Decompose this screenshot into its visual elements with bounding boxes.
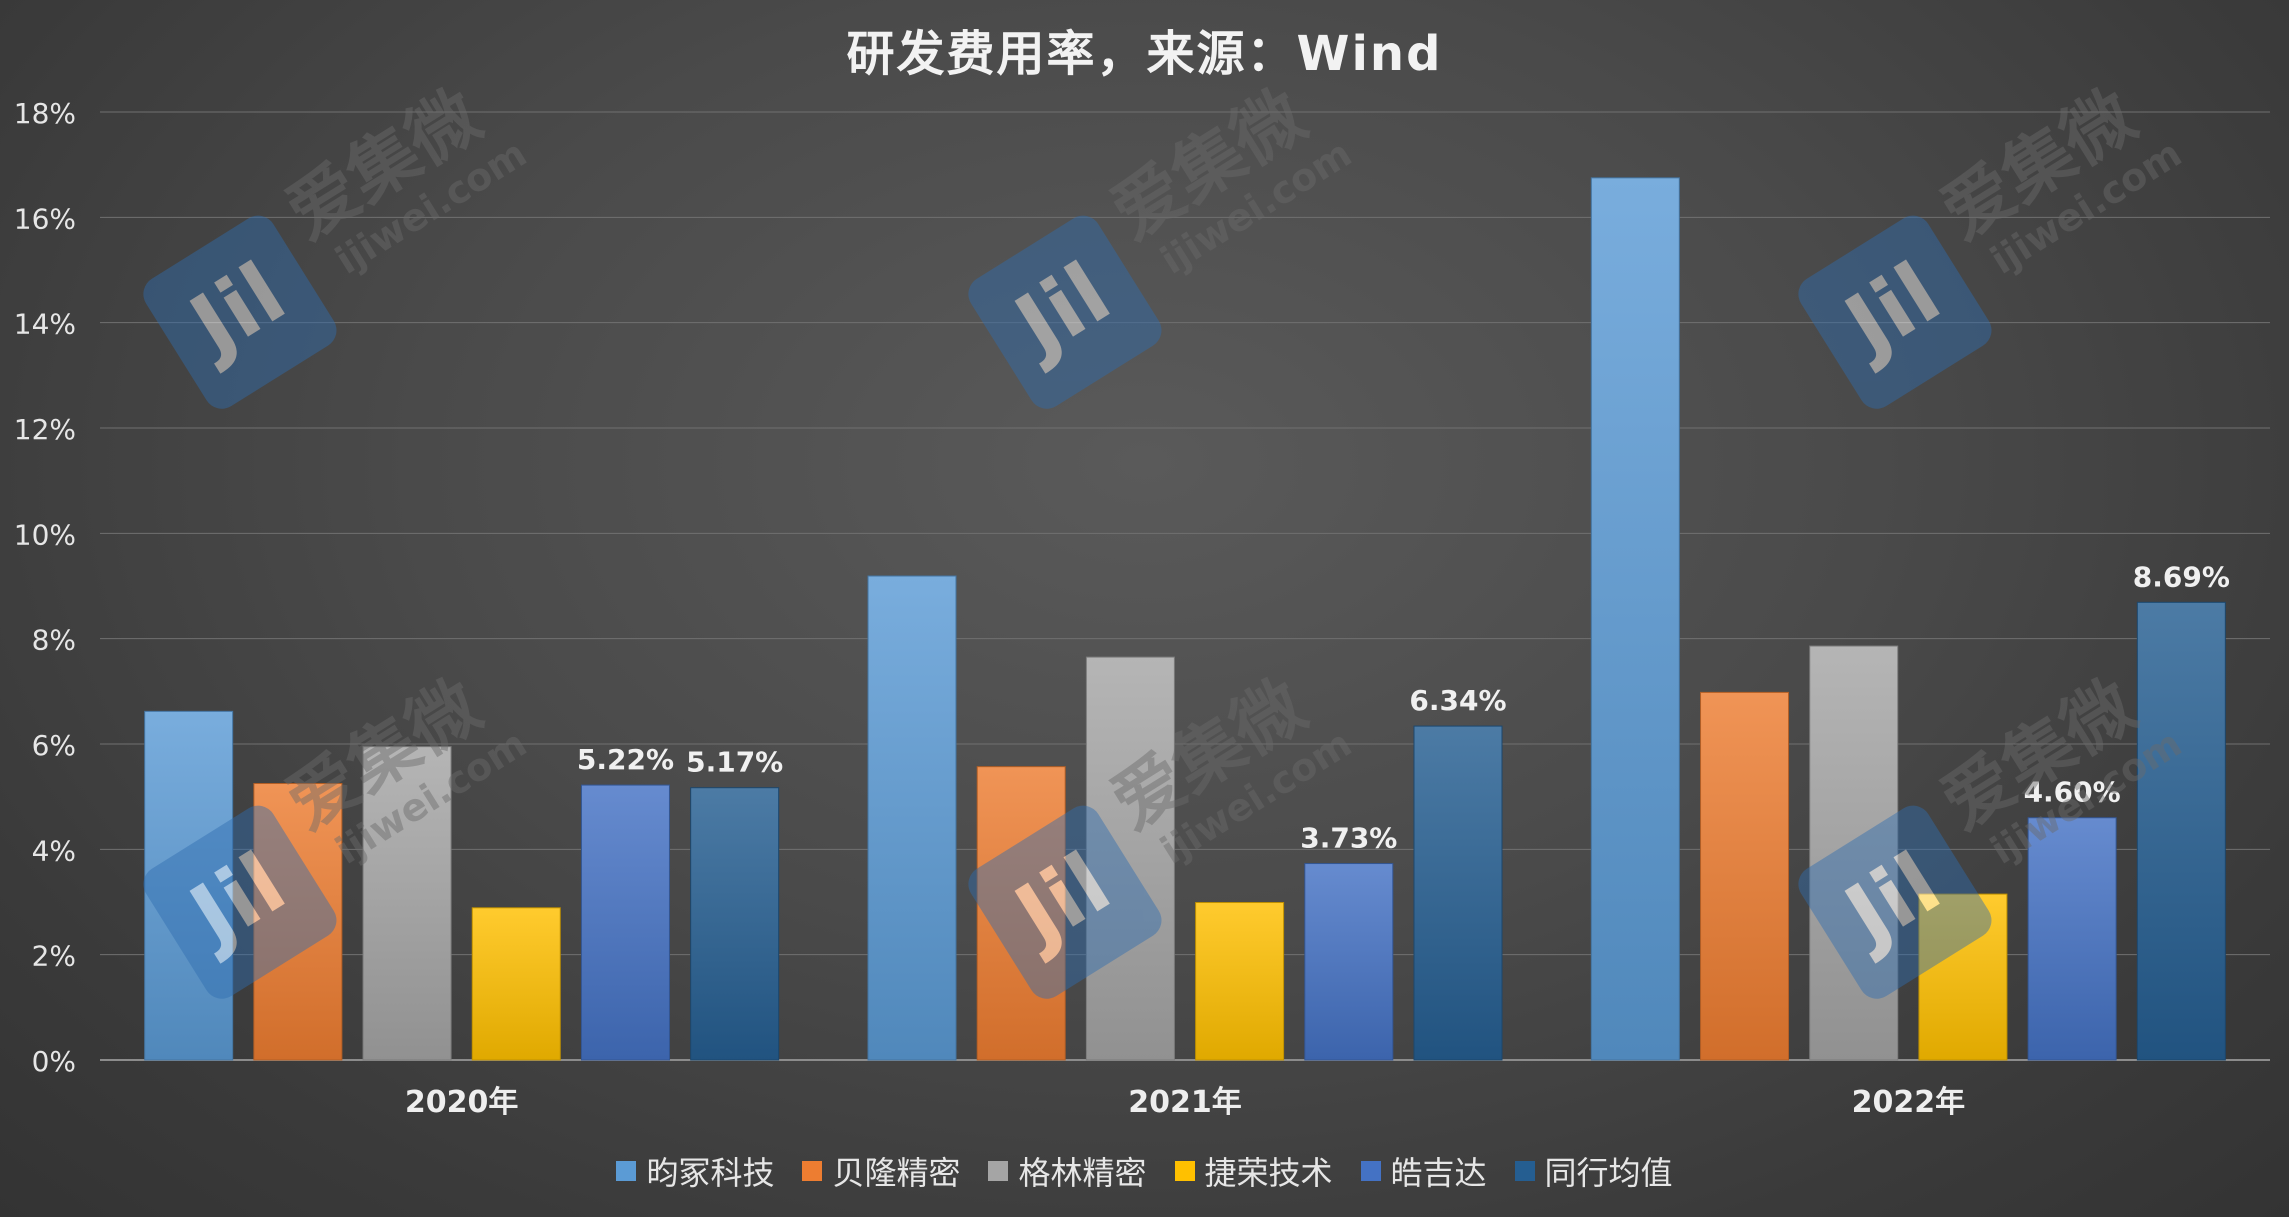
y-tick-label: 12% [14,413,76,446]
bar [1413,725,1503,1061]
bar [471,907,561,1061]
bar [1700,691,1790,1061]
data-label: 5.22% [577,743,674,776]
legend-swatch [802,1161,823,1181]
legend-swatch [616,1161,637,1181]
bars-layer [144,177,2226,1061]
legend-label: 皓吉达 [1390,1154,1487,1192]
legend-item: 皓吉达 [1360,1148,1487,1194]
y-tick-label: 2% [32,940,76,973]
bar [253,783,343,1061]
bar [2027,817,2117,1061]
legend-item: 同行均值 [1514,1148,1673,1194]
bar [1304,863,1394,1061]
bar [1809,645,1899,1061]
x-tick-label: 2020年 [405,1085,519,1120]
legend-label: 格林精密 [1018,1154,1147,1192]
legend-label: 捷荣技术 [1204,1154,1333,1192]
legend: 昀冢科技 贝隆精密 格林精密 捷荣技术 皓吉达 同行均值 [0,1148,2289,1194]
chart-title: 研发费用率，来源：Wind [846,26,1443,82]
grid-layer: 0% 2% 4% 6% 8% 10% 12% 14% 16% 18% [14,97,2270,1078]
legend-label: 贝隆精密 [832,1154,961,1192]
y-tick-label: 10% [14,518,76,551]
x-tick-label: 2022年 [1852,1085,1966,1120]
bar [2136,601,2226,1061]
bar [690,787,780,1061]
legend-label: 同行均值 [1544,1154,1673,1192]
legend-item: 捷荣技术 [1174,1148,1333,1194]
y-tick-label: 4% [32,834,76,867]
legend-item: 昀冢科技 [616,1148,774,1194]
bar [976,766,1066,1061]
labels-layer: 5.22% 5.17% 2020年 3.73% 6.34% 2021年 4.60% 8.69%… [405,560,2230,1120]
data-label: 6.34% [1409,684,1506,717]
x-tick-label: 2021年 [1128,1085,1242,1120]
data-label: 8.69% [2133,560,2230,593]
y-tick-label: 14% [14,308,76,341]
legend-label: 昀冢科技 [646,1154,775,1192]
bar [1085,656,1175,1061]
bar [1590,177,1680,1061]
y-tick-label: 6% [32,729,76,762]
legend-item: 格林精密 [988,1148,1147,1194]
y-tick-label: 0% [32,1045,76,1078]
legend-swatch [1514,1161,1535,1181]
y-tick-label: 16% [14,202,76,235]
data-label: 3.73% [1300,822,1397,855]
bar [580,784,670,1061]
legend-swatch [1174,1161,1195,1181]
bar [1918,893,2008,1061]
bar [144,710,234,1061]
y-tick-label: 18% [14,97,76,130]
bar [362,746,452,1061]
legend-swatch [1360,1161,1381,1181]
y-tick-label: 8% [32,624,76,657]
bar [867,575,957,1061]
data-label: 5.17% [686,746,783,779]
legend-swatch [988,1161,1009,1181]
bar [1195,902,1285,1061]
legend-item: 贝隆精密 [802,1148,960,1194]
data-label: 4.60% [2024,776,2121,809]
